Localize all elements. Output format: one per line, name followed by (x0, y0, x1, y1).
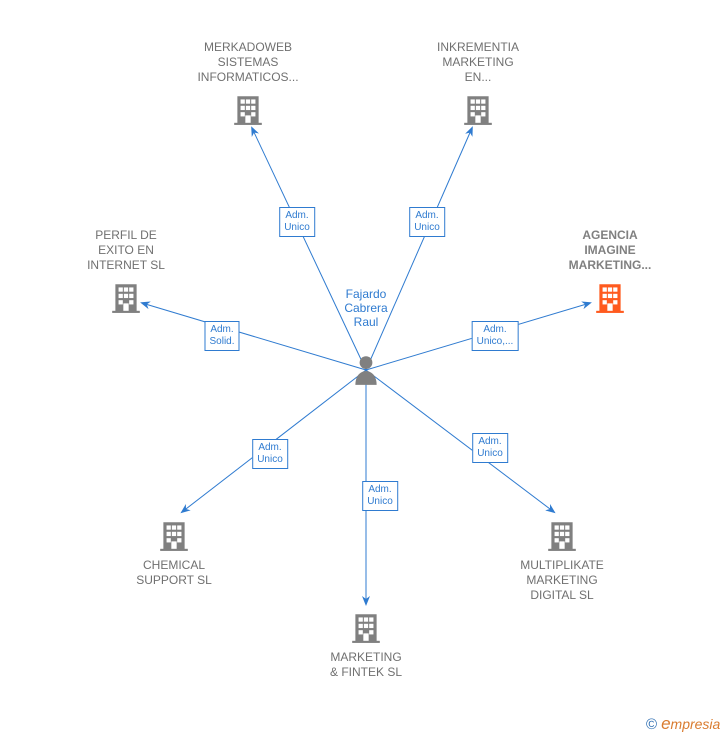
edge-role-label[interactable]: Adm. Unico (279, 207, 315, 237)
edge-line (252, 128, 366, 370)
building-icon[interactable] (109, 280, 143, 314)
building-icon[interactable] (593, 280, 627, 314)
center-node-label: Fajardo Cabrera Raul (344, 287, 387, 329)
company-node-label[interactable]: CHEMICAL SUPPORT SL (136, 558, 212, 588)
edge-role-label[interactable]: Adm. Unico (362, 481, 398, 511)
company-node-label[interactable]: MERKADOWEB SISTEMAS INFORMATICOS... (197, 40, 298, 85)
center-node[interactable] (349, 353, 383, 387)
edge-line (366, 128, 472, 370)
company-node-label[interactable]: PERFIL DE EXITO EN INTERNET SL (87, 228, 165, 273)
company-node-label[interactable]: INKREMENTIA MARKETING EN... (437, 40, 519, 85)
building-icon[interactable] (157, 518, 191, 552)
logo-initial: e (661, 714, 670, 733)
edge-role-label[interactable]: Adm. Unico (409, 207, 445, 237)
building-icon[interactable] (461, 92, 495, 126)
building-icon[interactable] (545, 518, 579, 552)
building-icon[interactable] (349, 610, 383, 644)
building-icon[interactable] (231, 92, 265, 126)
edge-role-label[interactable]: Adm. Unico (472, 433, 508, 463)
company-node-label[interactable]: AGENCIA IMAGINE MARKETING... (569, 228, 652, 273)
logo-text: mpresia (671, 716, 721, 732)
copyright-symbol: © (646, 716, 657, 733)
edge-role-label[interactable]: Adm. Solid. (204, 321, 239, 351)
company-node-label[interactable]: MARKETING & FINTEK SL (330, 650, 402, 680)
edge-role-label[interactable]: Adm. Unico,... (472, 321, 519, 351)
company-node-label[interactable]: MULTIPLIKATE MARKETING DIGITAL SL (520, 558, 604, 603)
edge-line (142, 303, 366, 370)
copyright-logo[interactable]: © empresia (646, 714, 720, 734)
person-icon (349, 353, 383, 387)
edge-role-label[interactable]: Adm. Unico (252, 439, 288, 469)
